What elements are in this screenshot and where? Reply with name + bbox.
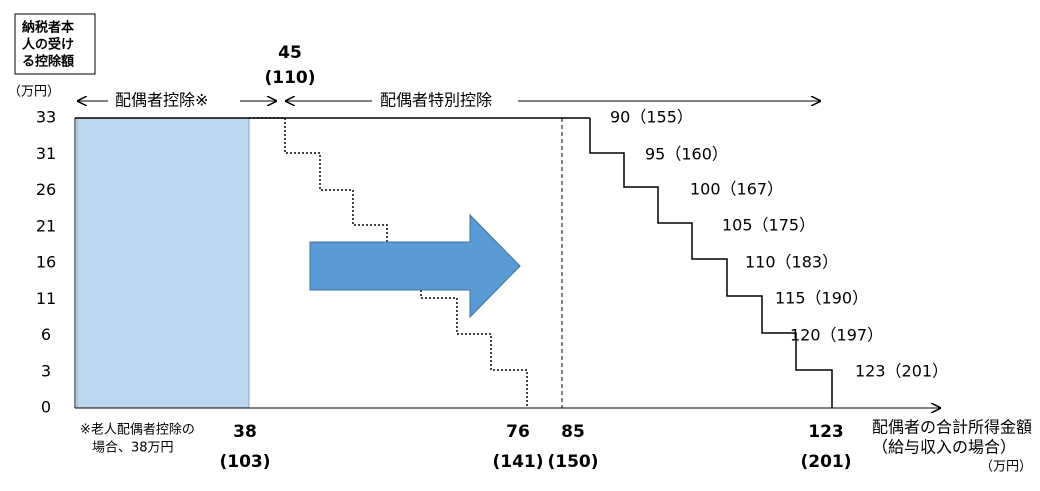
range-label: 配偶者特別控除	[380, 91, 492, 110]
x-salary: (141)	[492, 452, 543, 472]
y-label: 6	[41, 325, 51, 344]
x-income: 123	[808, 422, 844, 442]
x-income: 38	[233, 422, 257, 442]
y-label: 0	[41, 398, 51, 417]
x-salary: (150)	[547, 452, 598, 472]
step-label: 123（201）	[855, 362, 948, 381]
step-label: 95（160）	[645, 145, 728, 164]
note: ※老人配偶者控除の	[80, 423, 195, 438]
new-step-line	[589, 118, 833, 408]
y-title-box	[14, 13, 96, 75]
y-label: 31	[36, 144, 56, 163]
x-salary: (103)	[219, 452, 270, 472]
x-income: 85	[561, 422, 585, 442]
x-subtitle: （給与収入の場合）	[872, 438, 1016, 457]
y-unit: （万円）	[8, 85, 60, 100]
step-label: 115（190）	[775, 289, 868, 308]
y-label: 11	[36, 289, 56, 308]
step-label: 90（155）	[610, 108, 693, 127]
y-label: 21	[36, 216, 56, 235]
step-label: 105（175）	[722, 216, 815, 235]
x-title: 配偶者の合計所得金額	[872, 418, 1032, 437]
range-label: 配偶者控除※	[115, 91, 208, 110]
note: 場合、38万円	[92, 441, 174, 456]
y-label: 26	[36, 180, 56, 199]
x-unit: （万円）	[980, 460, 1032, 475]
box-line: る控除額	[22, 54, 74, 70]
start-income: 45	[278, 43, 302, 63]
step-label: 100（167）	[690, 180, 783, 199]
shift-arrow	[309, 213, 521, 319]
x-salary: (201)	[800, 452, 851, 472]
step-label: 120（197）	[790, 326, 883, 345]
start-salary: (110)	[264, 68, 315, 88]
x-income: 76	[506, 422, 530, 442]
y-label: 3	[41, 361, 51, 380]
box-line: 人の受け	[22, 37, 74, 53]
step-label: 110（183）	[745, 253, 838, 272]
box-line: 納税者本	[22, 20, 74, 36]
y-label: 33	[36, 108, 56, 127]
y-label: 16	[36, 253, 56, 272]
spouse-deduction-area	[76, 117, 250, 409]
